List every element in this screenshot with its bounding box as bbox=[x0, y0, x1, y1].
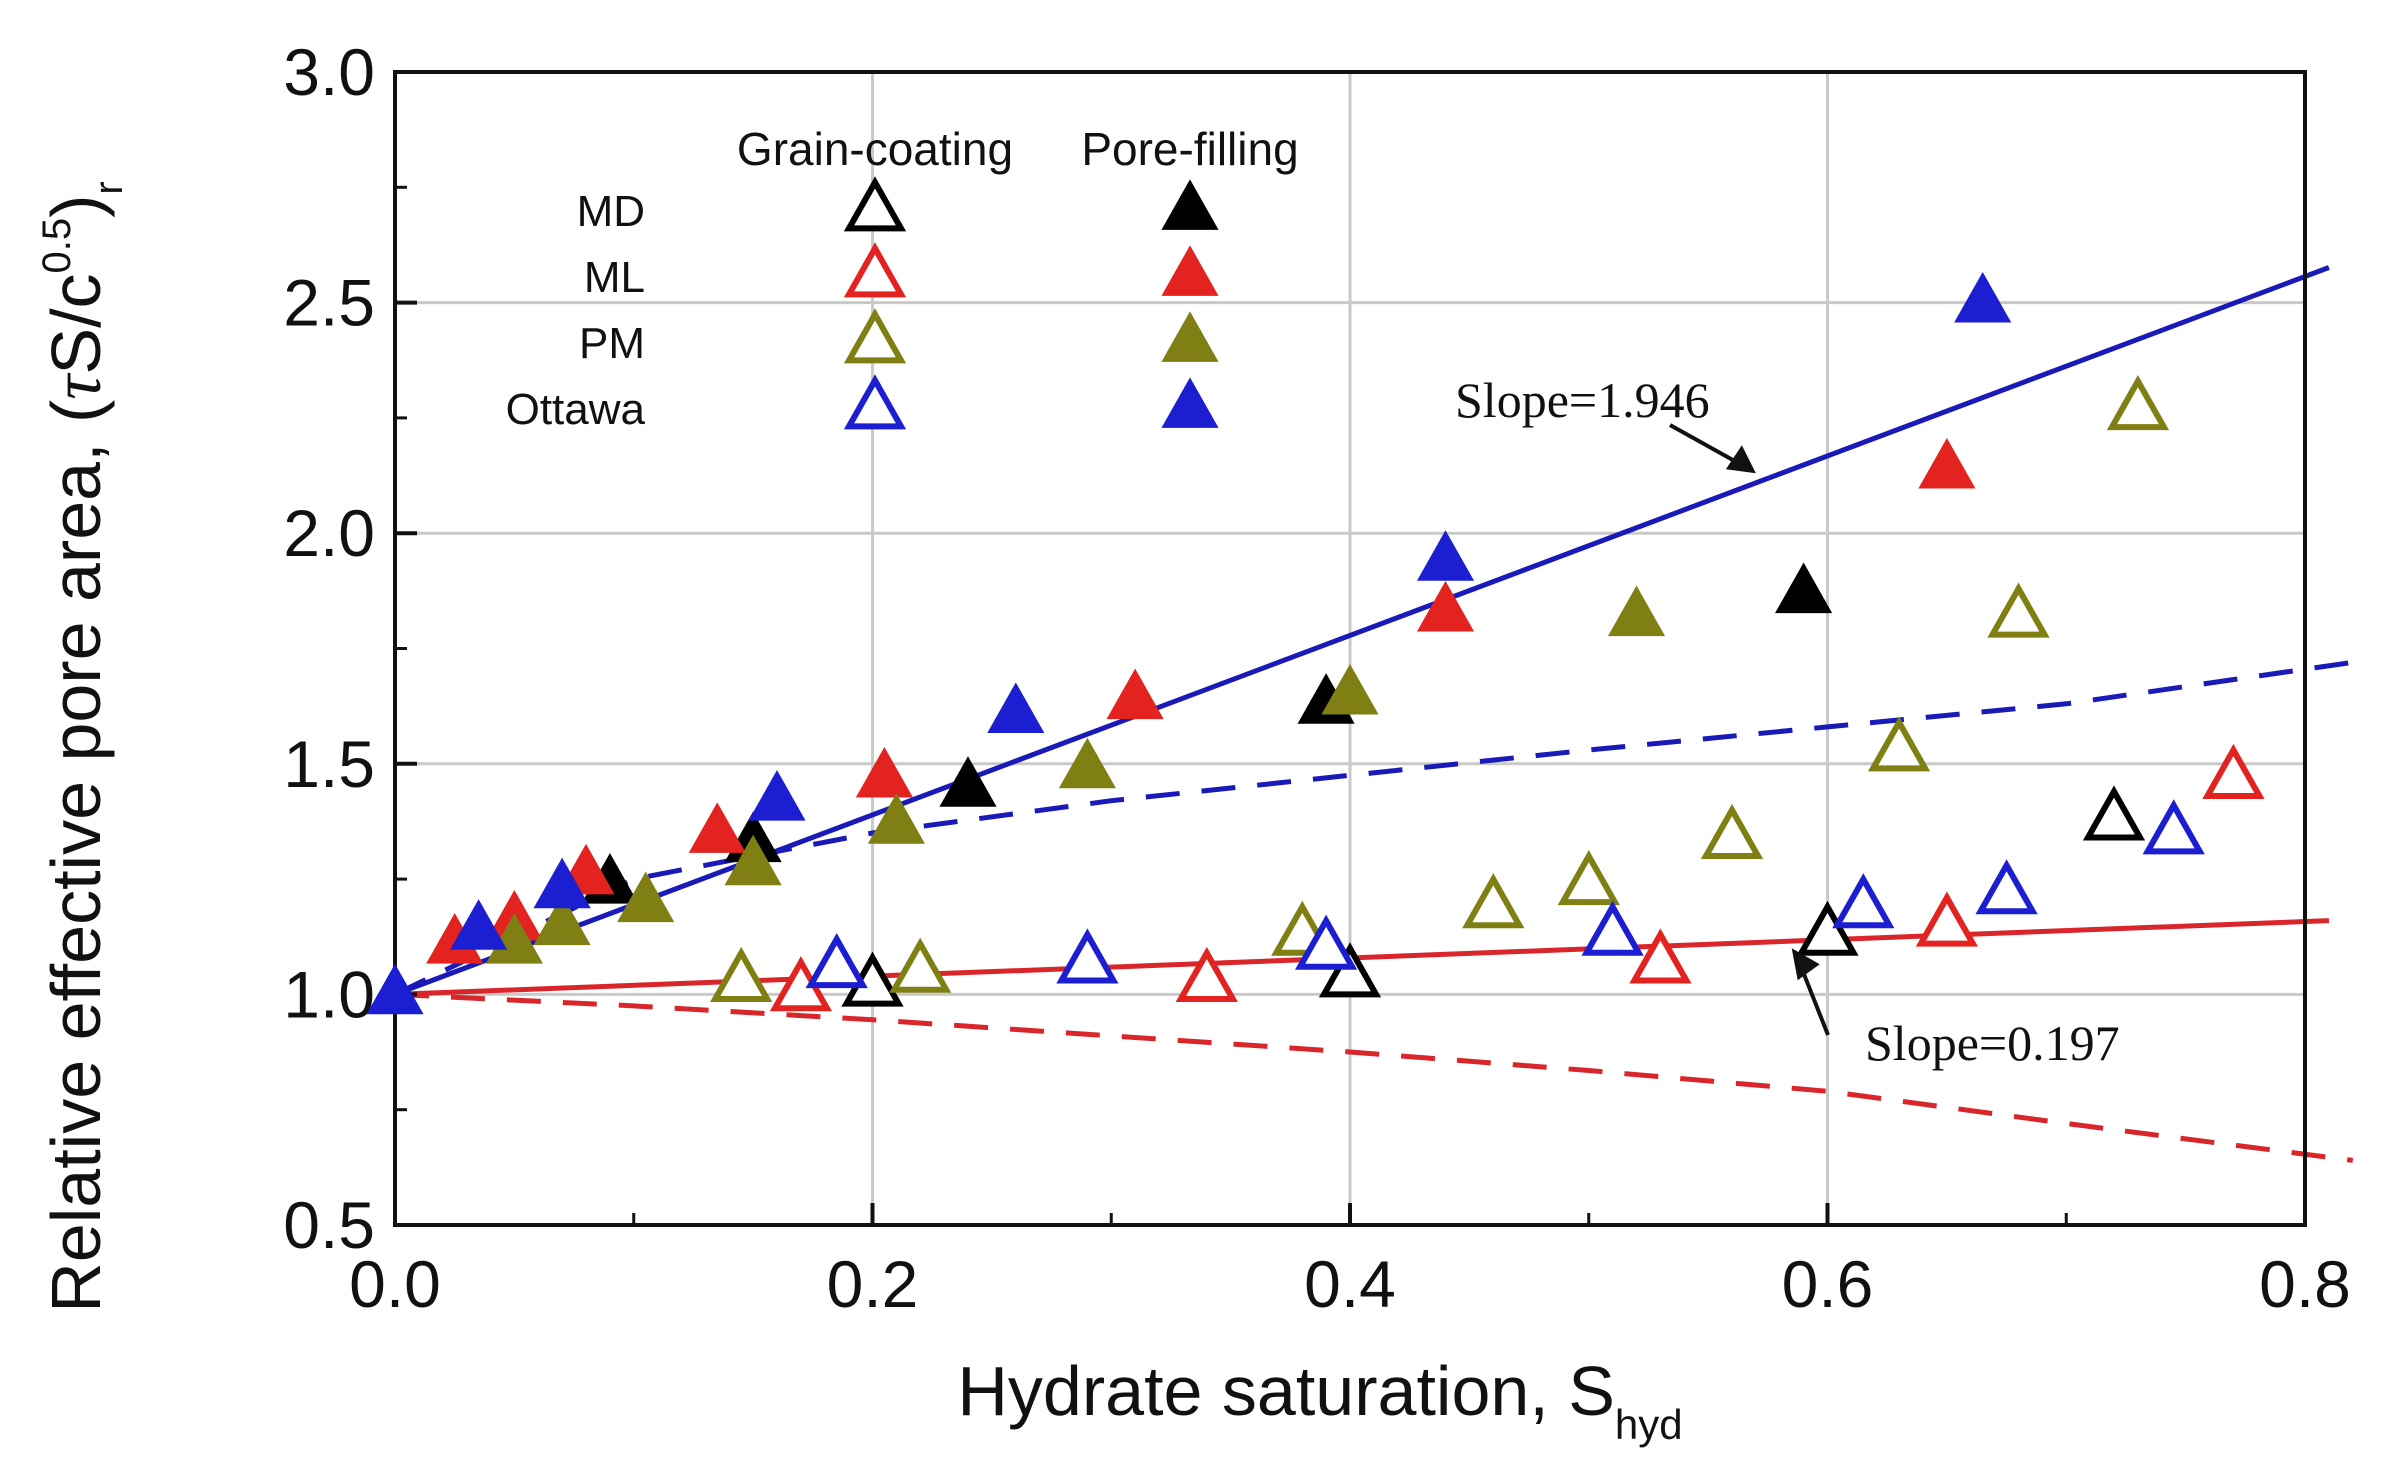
grain-coating-marker bbox=[1629, 928, 1692, 984]
grain-coating-marker bbox=[889, 937, 952, 993]
grain-coating-marker bbox=[2202, 743, 2265, 799]
pore-filling-marker bbox=[1416, 530, 1475, 581]
legend-row-label: ML bbox=[584, 253, 645, 302]
legend-column-header: Grain-coating bbox=[737, 123, 1013, 175]
pore-filling-marker bbox=[1775, 562, 1833, 614]
pore-filling-marker bbox=[688, 802, 746, 853]
grain-coating-marker bbox=[2142, 799, 2205, 855]
slope-annotation-blue: Slope=1.946 bbox=[1455, 372, 1710, 428]
y-tick-label: 0.5 bbox=[283, 1188, 375, 1262]
legend-grain-coating-marker bbox=[843, 242, 907, 298]
y-tick-label: 3.0 bbox=[283, 35, 375, 109]
grain-coating-marker bbox=[1796, 900, 1859, 956]
y-axis-label-tau: τ bbox=[39, 372, 116, 400]
grain-coating-marker bbox=[2106, 375, 2170, 431]
pore-filling-marker bbox=[617, 871, 675, 923]
grain-coating-marker bbox=[1975, 859, 2038, 915]
pore-filling-marker bbox=[366, 963, 424, 1015]
grain-coating-marker bbox=[1700, 803, 1764, 859]
pore-filling-marker bbox=[1954, 271, 2012, 323]
grain-coating-marker bbox=[1175, 946, 1238, 1002]
pore-filling-marker bbox=[1918, 437, 1976, 489]
pore-filling-marker bbox=[855, 746, 913, 798]
grain-coating-marker bbox=[1832, 873, 1895, 929]
linear-fit-line bbox=[394, 918, 2329, 997]
legend-pore-filling-marker bbox=[1161, 377, 1219, 428]
y-axis-label-sup: 0.5 bbox=[35, 218, 79, 274]
pore-filling-marker bbox=[1106, 668, 1164, 720]
dashed-model-line bbox=[393, 659, 2354, 997]
grain-coating-marker bbox=[805, 933, 868, 989]
annotation-arrowhead-red bbox=[1791, 948, 1820, 981]
pore-filling-marker bbox=[724, 834, 782, 886]
linear-fit-line bbox=[394, 265, 2330, 997]
legend-grain-coating-marker bbox=[843, 176, 907, 232]
grain-coating-marker bbox=[1462, 873, 1525, 929]
y-tick-label: 2.0 bbox=[283, 496, 375, 570]
grain-coating-marker bbox=[1867, 716, 1931, 772]
legend-pore-filling-marker bbox=[1161, 179, 1219, 230]
annotation-arrowhead-blue bbox=[1725, 445, 1756, 474]
pore-filling-marker bbox=[987, 682, 1045, 733]
legend: Grain-coating Pore-filling MD ML PM Ottawa bbox=[506, 123, 1299, 434]
legend-grain-coating-marker bbox=[843, 374, 907, 430]
grain-coating-marker bbox=[2082, 785, 2146, 841]
legend-grain-coating-marker bbox=[843, 308, 907, 364]
x-tick-label: 0.2 bbox=[827, 1247, 919, 1321]
slope-annotation-red: Slope=0.197 bbox=[1865, 1015, 2120, 1071]
dashed-model-line bbox=[394, 991, 2354, 1163]
fit-lines bbox=[393, 265, 2354, 1163]
y-axis-label-sub: r bbox=[87, 181, 131, 194]
y-tick-label: 2.5 bbox=[283, 266, 375, 340]
x-axis-label-sub: hyd bbox=[1615, 1401, 1683, 1448]
legend-row-label: PM bbox=[579, 319, 645, 368]
grain-coating-marker bbox=[1987, 582, 2050, 638]
pore-filling-marker bbox=[1416, 580, 1475, 632]
grain-coating-marker bbox=[1557, 850, 1620, 906]
y-tick-label: 1.5 bbox=[283, 727, 375, 801]
y-axis-label: Relative effective pore area, (τS/c0.5)r bbox=[35, 181, 131, 1313]
legend-pore-filling-marker bbox=[1161, 245, 1219, 296]
pore-filling-marker bbox=[748, 770, 806, 821]
pore-filling-marker bbox=[1607, 585, 1666, 637]
pore-filling-marker bbox=[939, 756, 997, 807]
pore-filling-marker bbox=[533, 894, 591, 946]
y-axis-label-mid: S/c bbox=[37, 273, 115, 374]
x-tick-label: 0.8 bbox=[2259, 1247, 2351, 1321]
grain-coating-marker bbox=[1581, 900, 1644, 956]
annotations: Slope=1.946 Slope=0.197 bbox=[1455, 372, 2120, 1071]
pore-filling-marker bbox=[533, 857, 591, 909]
pore-filling-marker bbox=[1321, 663, 1379, 715]
pore-filling-marker bbox=[867, 793, 925, 844]
grain-coating-marker bbox=[1915, 891, 1979, 947]
y-axis-label-close: ) bbox=[37, 195, 115, 218]
grain-coating-marker bbox=[1056, 928, 1119, 984]
x-axis-label-main: Hydrate saturation, S bbox=[957, 1352, 1615, 1430]
data-markers bbox=[366, 271, 2265, 1015]
grain-coating-marker bbox=[710, 946, 773, 1002]
x-tick-label: 0.4 bbox=[1304, 1247, 1396, 1321]
pore-filling-marker bbox=[450, 899, 508, 950]
legend-row-label: MD bbox=[577, 187, 645, 236]
x-tick-label: 0.0 bbox=[349, 1247, 441, 1321]
grid bbox=[395, 72, 2305, 1225]
legend-column-header: Pore-filling bbox=[1081, 123, 1298, 175]
x-axis-label: Hydrate saturation, Shyd bbox=[957, 1352, 1682, 1448]
grain-coating-marker bbox=[1294, 914, 1358, 970]
pore-filling-marker bbox=[1058, 737, 1116, 789]
pore-filling-marker bbox=[485, 913, 543, 964]
axis-ticks: 0.0 0.2 0.4 0.6 0.8 0.5 1.0 1.5 2.0 2.5 3.0 bbox=[283, 35, 2351, 1321]
y-tick-label: 1.0 bbox=[283, 957, 375, 1031]
legend-row-label: Ottawa bbox=[506, 385, 646, 434]
y-axis-label-main: Relative effective pore area, ( bbox=[37, 400, 115, 1313]
grain-coating-marker bbox=[1318, 942, 1382, 998]
x-tick-label: 0.6 bbox=[1782, 1247, 1874, 1321]
legend-pore-filling-marker bbox=[1161, 311, 1219, 362]
